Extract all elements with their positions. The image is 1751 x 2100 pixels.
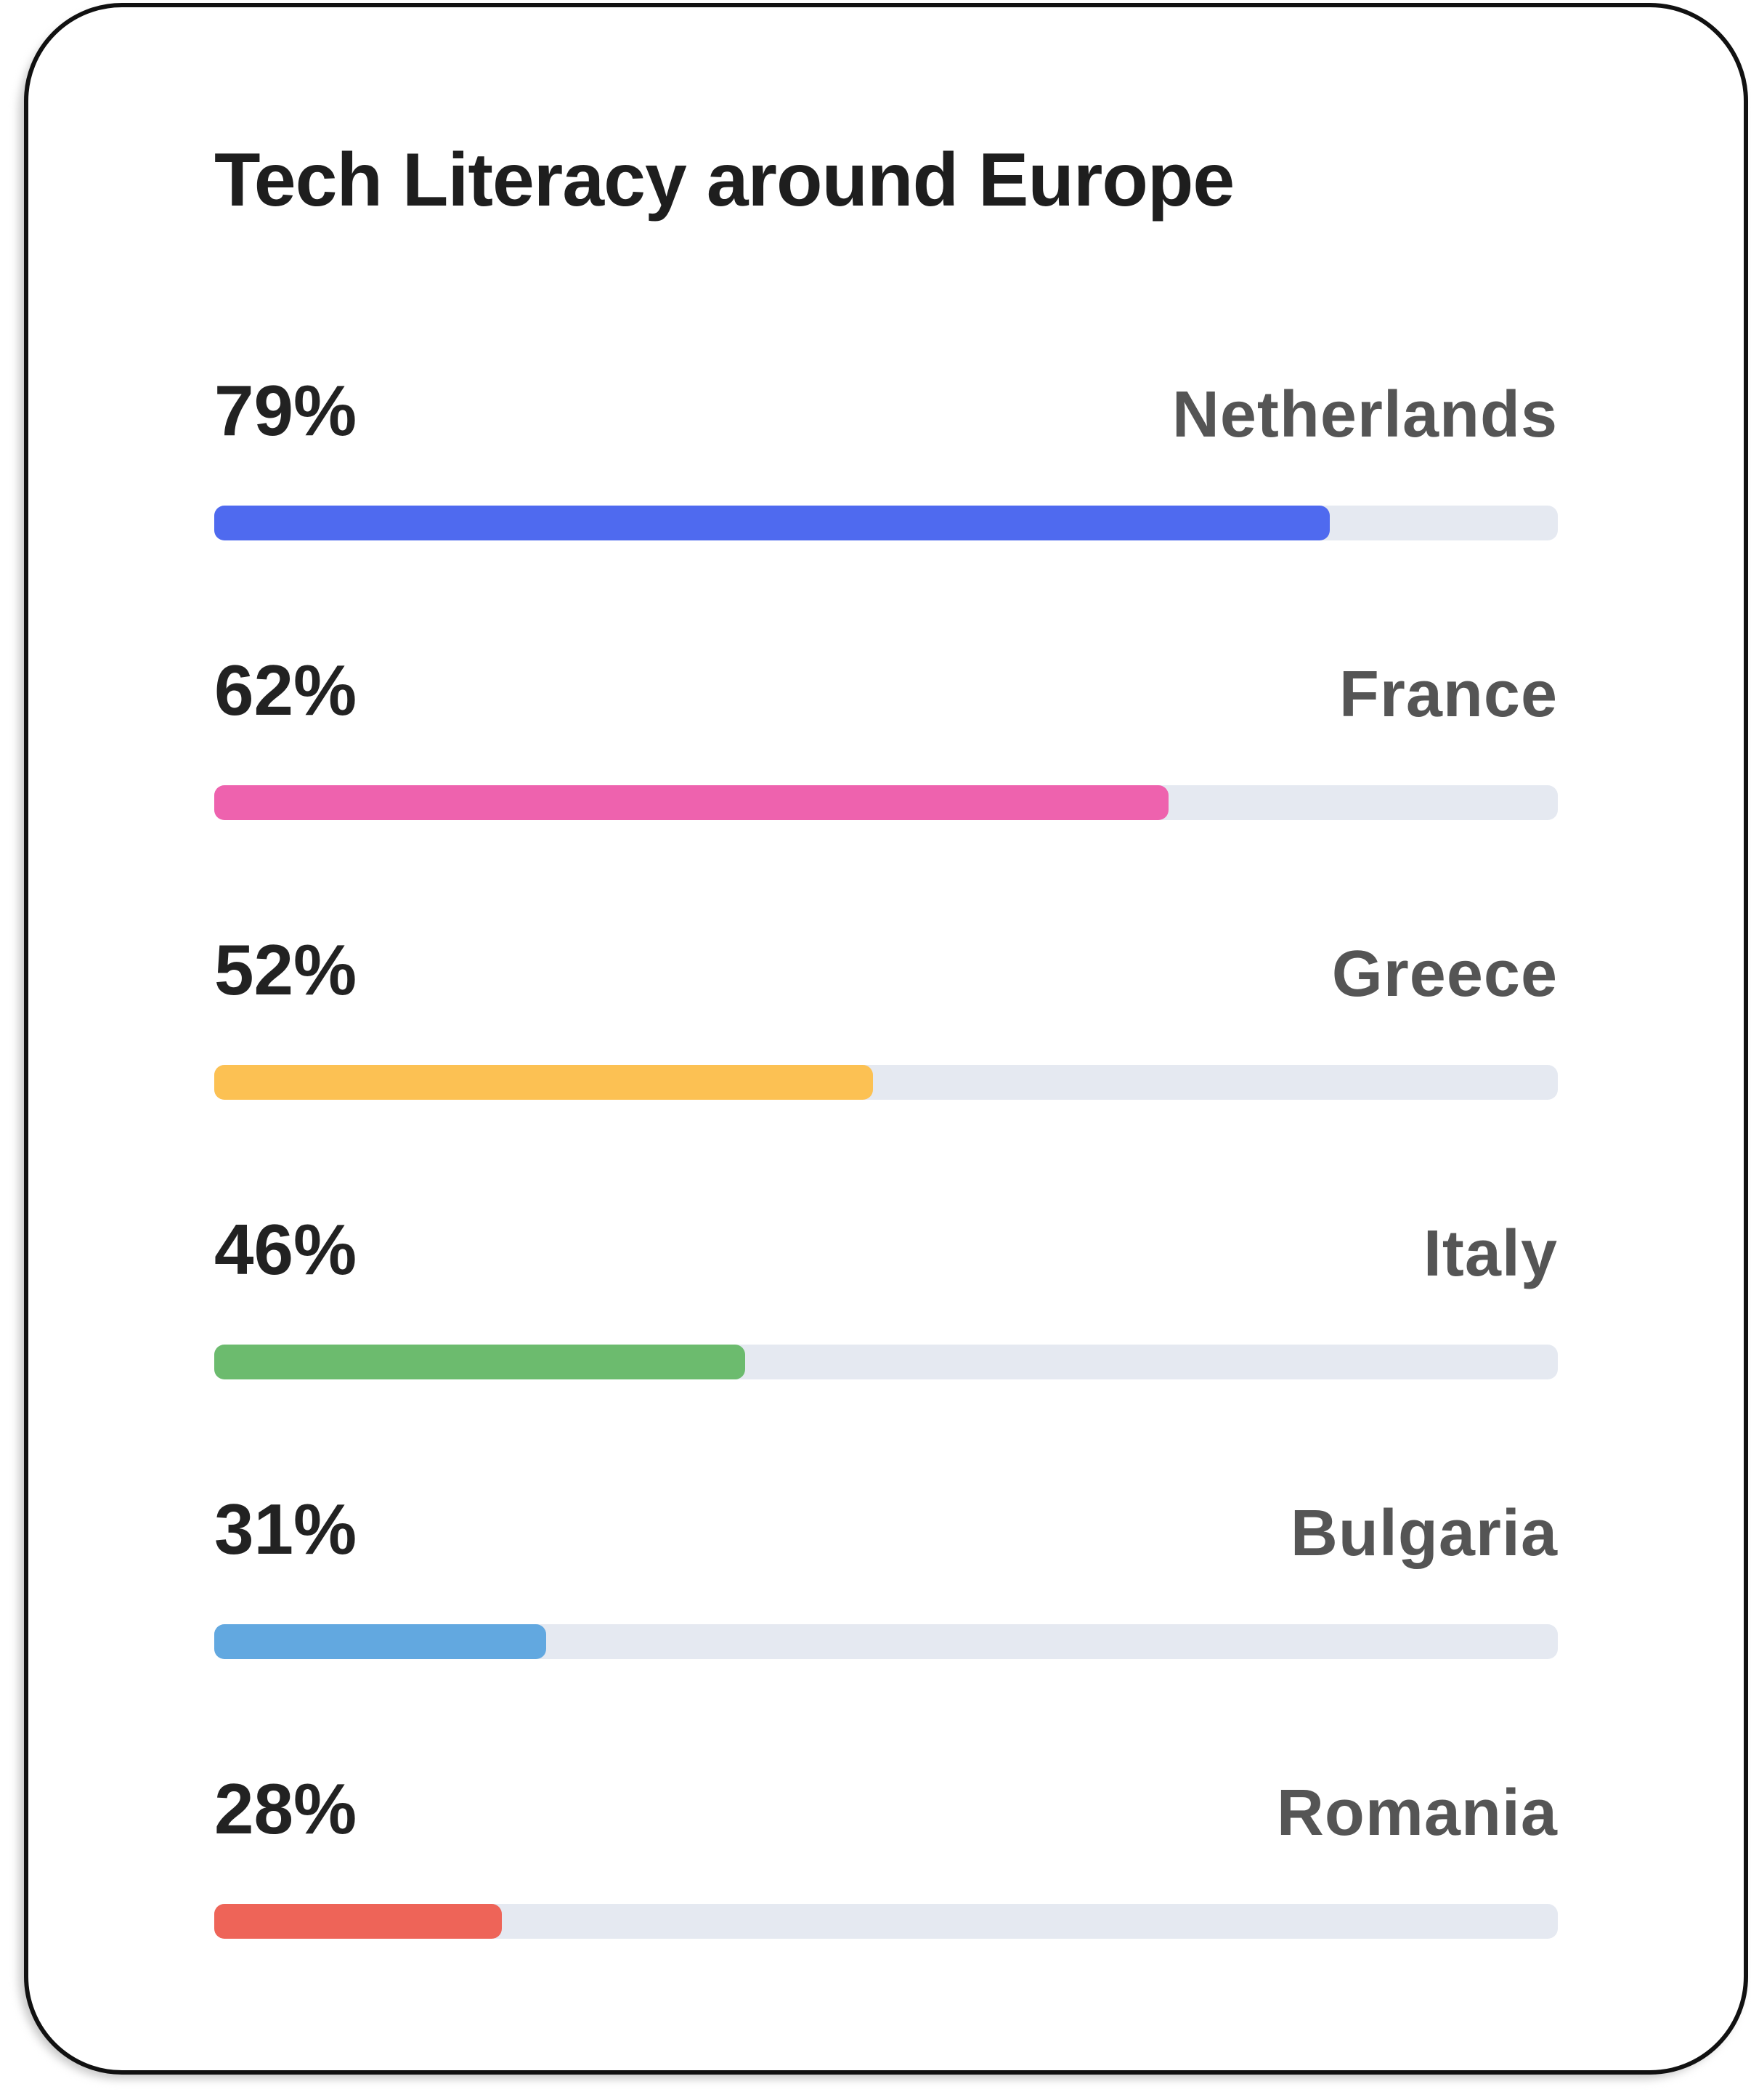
bar-track [214,1904,1558,1939]
bar-row: 52% Greece [214,930,1558,1100]
bar-track [214,1065,1558,1100]
bar-row: 79% Netherlands [214,370,1558,540]
value-label: 79% [214,370,357,450]
bar-track [214,1345,1558,1379]
bar-row: 31% Bulgaria [214,1489,1558,1659]
category-label: Bulgaria [1290,1497,1558,1570]
bar-fill [214,506,1330,540]
bar-track [214,1624,1558,1659]
bar-track [214,506,1558,540]
bar-row: 46% Italy [214,1209,1558,1379]
category-label: Greece [1331,938,1558,1010]
category-label: France [1338,658,1558,731]
category-label: Romania [1276,1777,1558,1849]
category-label: Italy [1423,1217,1558,1290]
value-label: 62% [214,650,357,730]
bar-fill [214,1624,546,1659]
value-label: 52% [214,930,357,1010]
bar-fill [214,1345,745,1379]
chart-card [24,3,1748,2075]
value-label: 31% [214,1489,357,1569]
bar-track [214,785,1558,820]
bar-row: 28% Romania [214,1769,1558,1939]
bar-fill [214,785,1169,820]
bar-fill [214,1065,873,1100]
value-label: 46% [214,1209,357,1289]
bar-row: 62% France [214,650,1558,820]
category-label: Netherlands [1171,378,1558,451]
value-label: 28% [214,1769,357,1849]
chart-title: Tech Literacy around Europe [214,138,1235,222]
bar-fill [214,1904,502,1939]
